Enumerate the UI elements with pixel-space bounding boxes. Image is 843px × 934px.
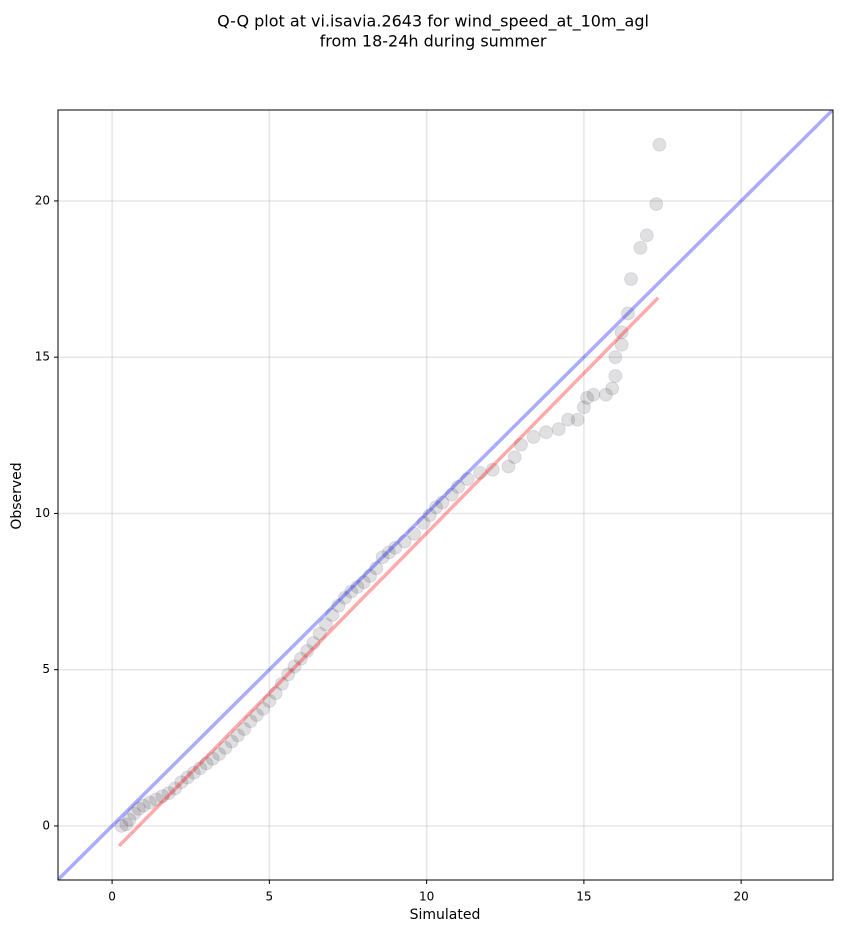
point — [460, 472, 475, 487]
point — [127, 806, 142, 821]
x-tick-label: 20 — [734, 890, 749, 904]
x-tick-label: 15 — [576, 890, 591, 904]
point — [243, 714, 258, 729]
point — [624, 272, 639, 287]
point — [369, 561, 384, 576]
x-tick-label: 10 — [419, 890, 434, 904]
point — [614, 325, 629, 340]
point — [293, 651, 308, 666]
point — [429, 500, 444, 515]
point — [300, 643, 315, 658]
point — [287, 659, 302, 674]
point — [318, 617, 333, 632]
plot-area — [58, 110, 833, 880]
point — [325, 608, 340, 622]
y-tick-label: 5 — [42, 662, 50, 676]
point — [375, 550, 390, 565]
point — [344, 584, 359, 599]
point — [186, 765, 201, 780]
point — [388, 540, 403, 555]
point — [230, 728, 245, 743]
point — [331, 598, 346, 613]
point — [576, 400, 591, 415]
point — [168, 781, 183, 796]
point — [356, 575, 371, 590]
point — [451, 479, 466, 494]
point — [580, 390, 595, 405]
point — [136, 798, 151, 813]
point — [501, 459, 516, 474]
point — [620, 306, 635, 321]
y-tick-label: 0 — [42, 818, 50, 832]
point — [435, 495, 450, 510]
point — [507, 450, 522, 465]
point — [306, 636, 321, 651]
y-axis-label: Observed — [9, 462, 25, 529]
point — [149, 792, 164, 807]
point — [608, 350, 623, 365]
point — [363, 568, 378, 583]
point — [586, 387, 601, 402]
point — [218, 740, 233, 755]
point — [570, 412, 585, 427]
point — [161, 786, 176, 801]
point — [608, 368, 623, 383]
point — [274, 676, 289, 691]
point — [205, 751, 220, 766]
point — [397, 534, 412, 549]
point — [256, 701, 271, 716]
x-tick-label: 5 — [266, 890, 274, 904]
y-tick-label: 20 — [35, 193, 50, 207]
point — [598, 387, 613, 402]
point — [652, 137, 667, 152]
x-axis-label: Simulated — [410, 907, 481, 923]
point — [122, 812, 137, 827]
point — [114, 818, 129, 833]
point — [422, 508, 437, 522]
y-tick-label: 10 — [35, 506, 50, 520]
point — [633, 240, 648, 255]
plot-frame — [57, 109, 834, 881]
point — [649, 197, 664, 212]
reference-line — [58, 110, 833, 880]
chart-title: from 18-24h during summer — [320, 32, 547, 51]
point — [605, 381, 620, 396]
point — [473, 465, 488, 480]
point — [407, 526, 422, 541]
point — [155, 789, 170, 804]
point — [485, 462, 500, 477]
point — [381, 545, 396, 560]
point — [281, 667, 296, 682]
point — [539, 425, 554, 440]
point — [262, 693, 277, 708]
point — [249, 708, 264, 722]
point — [337, 590, 352, 605]
point — [312, 626, 327, 641]
point — [350, 579, 365, 594]
point — [142, 795, 157, 810]
point — [180, 770, 195, 785]
point — [119, 817, 134, 832]
chart-title: Q-Q plot at vi.isavia.2643 for wind_spee… — [217, 12, 649, 32]
reference-line — [117, 296, 660, 848]
point — [513, 437, 528, 452]
point — [551, 422, 566, 437]
point — [444, 487, 459, 502]
point — [416, 515, 431, 530]
point — [237, 722, 252, 737]
y-tick-label: 15 — [35, 350, 50, 364]
point — [131, 801, 146, 816]
point — [199, 756, 214, 771]
point — [268, 686, 283, 701]
point — [561, 412, 576, 427]
point — [614, 337, 629, 352]
x-tick-label: 0 — [108, 890, 116, 904]
point — [526, 429, 541, 444]
point — [174, 775, 189, 790]
point — [224, 734, 239, 749]
point — [639, 228, 654, 243]
point — [212, 747, 227, 762]
point — [193, 761, 208, 776]
